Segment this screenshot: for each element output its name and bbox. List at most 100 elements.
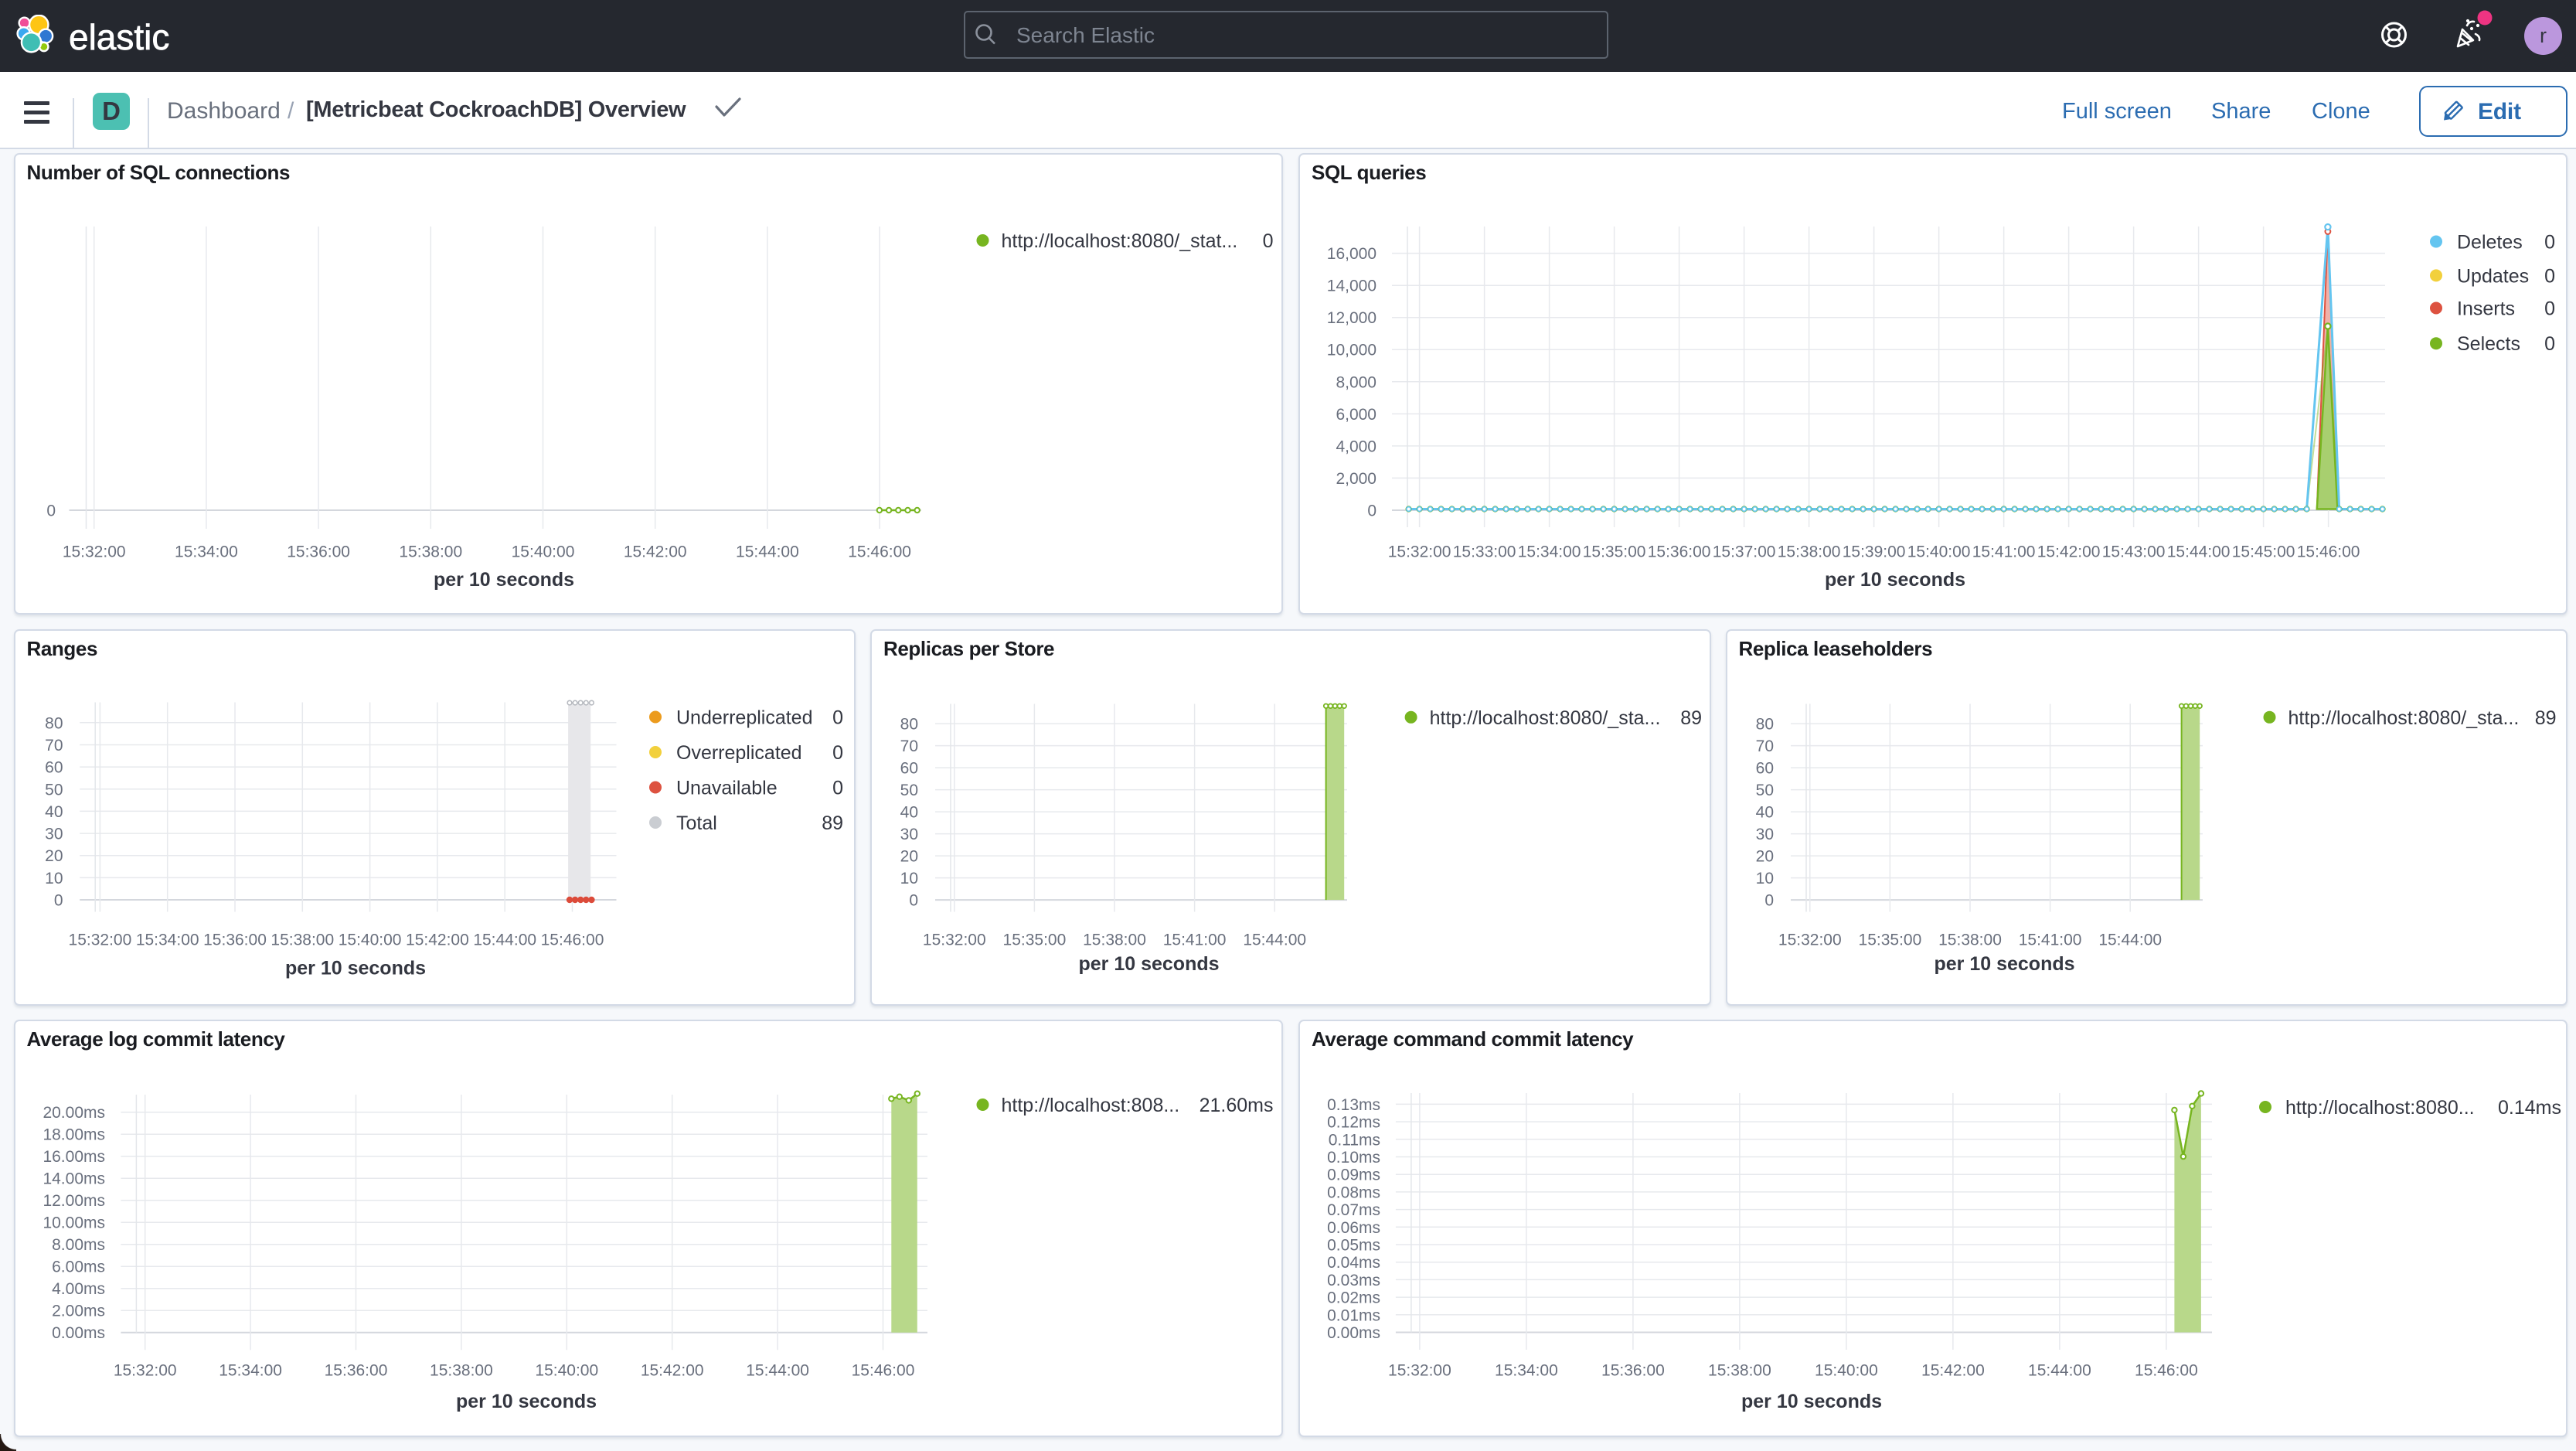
svg-text:50: 50 (45, 781, 63, 799)
svg-text:12.00ms: 12.00ms (43, 1192, 105, 1210)
svg-text:15:35:00: 15:35:00 (1583, 543, 1646, 561)
svg-text:10: 10 (45, 869, 63, 887)
svg-text:30: 30 (900, 826, 918, 843)
svg-text:15:38:00: 15:38:00 (1938, 931, 2002, 949)
svg-text:70: 70 (1755, 737, 1773, 755)
svg-text:6,000: 6,000 (1336, 406, 1376, 424)
svg-text:http://localhost:8080/_sta...: http://localhost:8080/_sta... (2288, 707, 2519, 728)
svg-text:20: 20 (1755, 847, 1773, 865)
svg-text:per 10 seconds: per 10 seconds (455, 1391, 596, 1412)
svg-text:per 10 seconds: per 10 seconds (1934, 953, 2074, 975)
svg-text:15:34:00: 15:34:00 (1518, 543, 1581, 561)
svg-text:15:42:00: 15:42:00 (1921, 1362, 1985, 1380)
svg-text:50: 50 (1755, 782, 1773, 799)
svg-text:15:32:00: 15:32:00 (1778, 931, 1841, 949)
svg-text:0.05ms: 0.05ms (1327, 1237, 1380, 1255)
svg-text:15:33:00: 15:33:00 (1453, 543, 1516, 561)
svg-text:15:42:00: 15:42:00 (640, 1362, 703, 1380)
svg-text:15:42:00: 15:42:00 (623, 543, 686, 561)
svg-text:15:34:00: 15:34:00 (135, 931, 199, 949)
svg-text:15:40:00: 15:40:00 (1907, 543, 1971, 561)
svg-text:per 10 seconds: per 10 seconds (1078, 953, 1219, 975)
svg-text:15:38:00: 15:38:00 (1778, 543, 1841, 561)
svg-text:15:44:00: 15:44:00 (2098, 931, 2162, 949)
svg-text:15:44:00: 15:44:00 (746, 1362, 809, 1380)
svg-text:0: 0 (1262, 230, 1273, 252)
svg-text:0: 0 (53, 891, 63, 909)
svg-text:15:46:00: 15:46:00 (2135, 1362, 2198, 1380)
svg-text:Underreplicated: Underreplicated (676, 707, 813, 728)
svg-text:89: 89 (1680, 707, 1702, 728)
svg-text:per 10 seconds: per 10 seconds (433, 569, 573, 591)
svg-text:20: 20 (900, 847, 918, 865)
svg-text:40: 40 (45, 802, 63, 820)
svg-text:60: 60 (1755, 759, 1773, 777)
svg-text:0: 0 (2544, 232, 2555, 254)
svg-text:15:34:00: 15:34:00 (219, 1362, 282, 1380)
svg-text:15:37:00: 15:37:00 (1713, 543, 1776, 561)
svg-text:15:36:00: 15:36:00 (324, 1362, 387, 1380)
svg-text:15:44:00: 15:44:00 (1243, 931, 1306, 949)
svg-text:15:44:00: 15:44:00 (473, 931, 536, 949)
svg-text:10,000: 10,000 (1327, 342, 1376, 359)
svg-text:per 10 seconds: per 10 seconds (1825, 569, 1965, 591)
svg-text:2.00ms: 2.00ms (52, 1303, 105, 1320)
svg-text:0.00ms: 0.00ms (52, 1324, 105, 1342)
svg-text:0.01ms: 0.01ms (1327, 1306, 1380, 1324)
svg-text:8,000: 8,000 (1336, 373, 1376, 391)
svg-text:Total: Total (676, 812, 717, 834)
svg-text:15:32:00: 15:32:00 (923, 931, 986, 949)
svg-text:80: 80 (900, 715, 918, 733)
svg-text:15:46:00: 15:46:00 (2297, 543, 2360, 561)
svg-text:0.11ms: 0.11ms (1329, 1131, 1380, 1149)
svg-text:0: 0 (832, 742, 843, 764)
svg-text:15:41:00: 15:41:00 (2018, 931, 2081, 949)
svg-text:60: 60 (45, 758, 63, 776)
svg-text:per 10 seconds: per 10 seconds (284, 957, 425, 979)
svg-text:8.00ms: 8.00ms (52, 1236, 105, 1254)
svg-text:15:34:00: 15:34:00 (175, 543, 238, 561)
svg-text:15:34:00: 15:34:00 (1495, 1362, 1558, 1380)
svg-text:80: 80 (1755, 715, 1773, 733)
svg-text:0.00ms: 0.00ms (1327, 1324, 1380, 1342)
svg-text:16.00ms: 16.00ms (43, 1148, 105, 1166)
svg-text:40: 40 (900, 803, 918, 821)
svg-text:http://localhost:8080...: http://localhost:8080... (2285, 1097, 2475, 1119)
svg-text:15:42:00: 15:42:00 (406, 931, 469, 949)
svg-text:70: 70 (900, 737, 918, 755)
svg-text:15:32:00: 15:32:00 (62, 543, 125, 561)
svg-text:4,000: 4,000 (1336, 438, 1376, 455)
svg-text:15:46:00: 15:46:00 (540, 931, 604, 949)
svg-text:Unavailable: Unavailable (676, 777, 778, 799)
svg-text:0.04ms: 0.04ms (1327, 1254, 1380, 1272)
svg-text:0.03ms: 0.03ms (1327, 1272, 1380, 1289)
svg-text:15:44:00: 15:44:00 (736, 543, 799, 561)
svg-text:14.00ms: 14.00ms (43, 1170, 105, 1188)
svg-text:http://localhost:8080/_sta...: http://localhost:8080/_sta... (1430, 707, 1661, 728)
svg-text:15:32:00: 15:32:00 (113, 1362, 176, 1380)
svg-text:0: 0 (1367, 502, 1376, 520)
svg-text:15:40:00: 15:40:00 (338, 931, 401, 949)
svg-text:0.08ms: 0.08ms (1327, 1184, 1380, 1201)
svg-text:15:41:00: 15:41:00 (1972, 543, 2036, 561)
svg-text:50: 50 (900, 782, 918, 799)
svg-text:15:38:00: 15:38:00 (1083, 931, 1146, 949)
svg-text:15:42:00: 15:42:00 (2037, 543, 2101, 561)
svg-text:15:43:00: 15:43:00 (2102, 543, 2166, 561)
svg-text:10: 10 (900, 870, 918, 887)
svg-text:20.00ms: 20.00ms (43, 1104, 105, 1122)
svg-text:15:32:00: 15:32:00 (68, 931, 131, 949)
svg-text:18.00ms: 18.00ms (43, 1126, 105, 1144)
svg-text:21.60ms: 21.60ms (1199, 1095, 1273, 1116)
svg-text:10.00ms: 10.00ms (43, 1214, 105, 1232)
svg-text:60: 60 (900, 759, 918, 777)
svg-text:0.14ms: 0.14ms (2498, 1097, 2561, 1119)
svg-text:15:35:00: 15:35:00 (1858, 931, 1921, 949)
svg-text:Deletes: Deletes (2457, 232, 2523, 254)
svg-text:15:36:00: 15:36:00 (1601, 1362, 1665, 1380)
svg-text:0: 0 (832, 777, 843, 799)
svg-text:4.00ms: 4.00ms (52, 1280, 105, 1298)
svg-text:10: 10 (1755, 870, 1773, 887)
svg-text:0: 0 (1764, 891, 1774, 909)
svg-text:0.09ms: 0.09ms (1327, 1167, 1380, 1184)
